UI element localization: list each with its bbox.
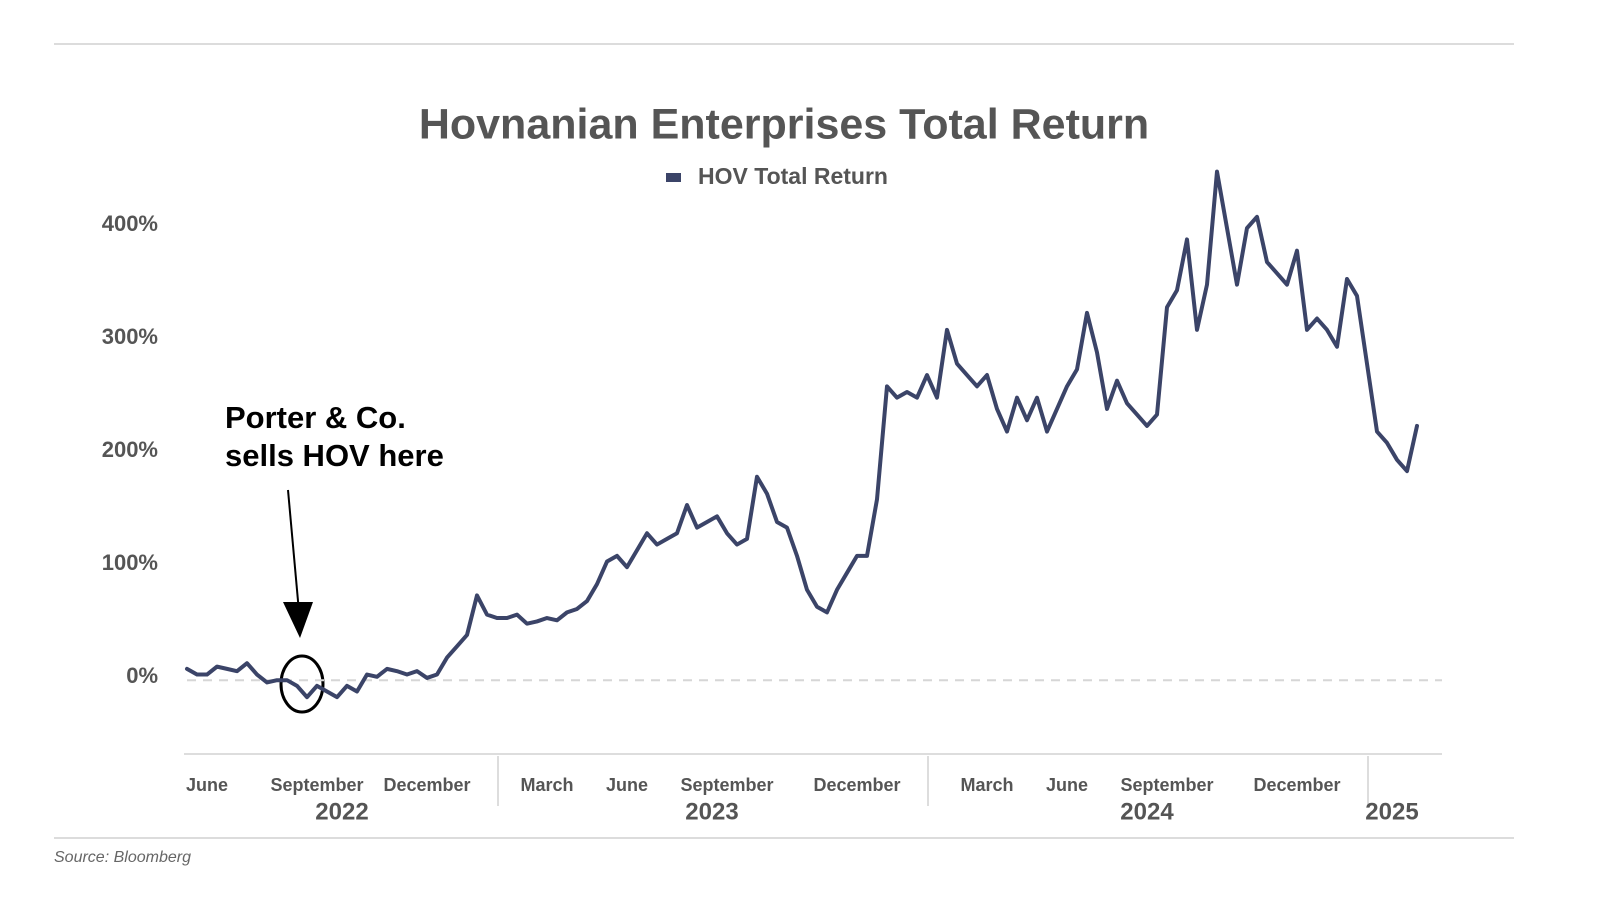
y-tick-label: 300% [102,324,158,349]
annotation-arrowhead [283,602,313,638]
x-tick-label: March [960,775,1013,795]
annotation: Porter & Co. [225,400,406,435]
y-tick-label: 400% [102,211,158,236]
source: Source: Bloomberg [54,849,191,866]
year-label: 2023 [685,798,738,825]
legend-label: HOV Total Return [698,163,888,189]
x-tick-label: June [606,775,648,795]
x-tick-label: September [270,775,363,795]
year-label: 2024 [1120,798,1174,825]
x-tick-label: December [813,775,900,795]
annotation: sells HOV here [225,438,444,473]
year-label: 2025 [1365,798,1418,825]
annotation-arrow [287,489,300,613]
annotation-circle [279,654,325,714]
x-tick-label: December [1253,775,1340,795]
x-tick-label: June [186,775,228,795]
chart-title: Hovnanian Enterprises Total Return [419,100,1149,148]
series-line [185,169,1419,700]
x-tick-label: September [680,775,773,795]
x-tick-label: September [1120,775,1213,795]
y-tick-label: 100% [102,550,158,575]
x-tick-label: June [1046,775,1088,795]
x-tick-label: December [383,775,470,795]
y-tick-label: 0% [126,663,158,688]
y-tick-label: 200% [102,437,158,462]
legend-swatch [666,173,681,182]
year-label: 2022 [315,798,368,825]
x-tick-label: March [520,775,573,795]
